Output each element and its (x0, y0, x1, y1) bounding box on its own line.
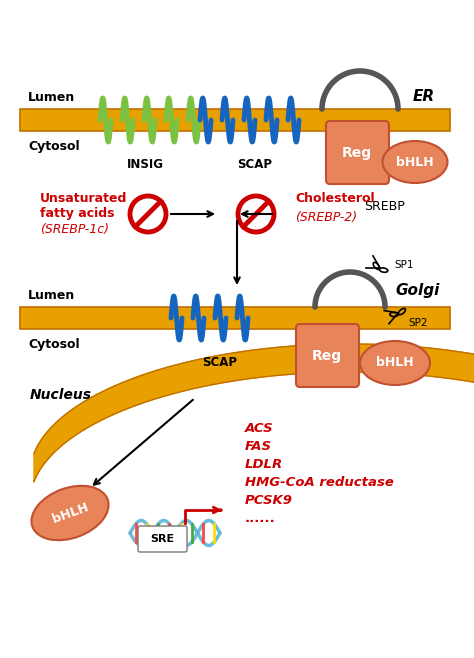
FancyBboxPatch shape (326, 121, 389, 184)
Ellipse shape (383, 141, 447, 183)
Bar (20, 109, 450, 131)
Text: Unsaturated: Unsaturated (40, 191, 128, 205)
FancyBboxPatch shape (138, 526, 187, 552)
Text: Cytosol: Cytosol (28, 338, 80, 351)
Text: SREBP: SREBP (365, 200, 405, 213)
FancyBboxPatch shape (296, 324, 359, 387)
Text: Lumen: Lumen (28, 289, 75, 302)
Text: ......: ...... (245, 511, 276, 524)
Text: SCAP: SCAP (237, 158, 273, 171)
Text: SP2: SP2 (408, 318, 428, 328)
Text: Lumen: Lumen (28, 91, 75, 104)
Text: SP1: SP1 (394, 260, 413, 270)
Text: bHLH: bHLH (396, 155, 434, 168)
Text: Reg: Reg (312, 349, 342, 363)
Text: INSIG: INSIG (127, 158, 164, 171)
Ellipse shape (31, 486, 109, 540)
Text: Cholesterol: Cholesterol (295, 191, 374, 205)
Text: (SREBP-1c): (SREBP-1c) (40, 224, 109, 236)
Text: fatty acids: fatty acids (40, 207, 115, 220)
Text: FAS: FAS (245, 440, 272, 453)
Text: LDLR: LDLR (245, 457, 283, 470)
Bar (20, 307, 450, 329)
Text: Golgi: Golgi (396, 283, 440, 298)
Text: SCAP: SCAP (202, 356, 237, 369)
Text: HMG-CoA reductase: HMG-CoA reductase (245, 476, 394, 488)
Text: ACS: ACS (245, 422, 273, 434)
Text: Reg: Reg (342, 146, 372, 160)
Text: Cytosol: Cytosol (28, 140, 80, 153)
Text: SRE: SRE (150, 534, 174, 544)
Text: (SREBP-2): (SREBP-2) (295, 211, 357, 224)
Text: bHLH: bHLH (50, 501, 90, 526)
Text: bHLH: bHLH (376, 357, 414, 370)
Text: Nucleus: Nucleus (30, 388, 92, 402)
Ellipse shape (360, 341, 430, 385)
Text: ER: ER (413, 89, 435, 104)
Text: PCSK9: PCSK9 (245, 494, 293, 507)
